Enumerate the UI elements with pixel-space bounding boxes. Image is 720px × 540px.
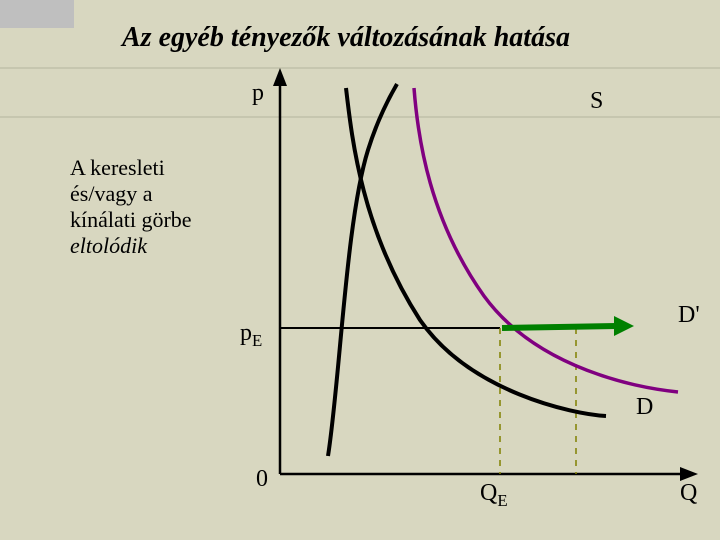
- shift-arrow-shaft: [502, 326, 616, 328]
- sidebar-text: A keresletiés/vagy akínálati görbeeltoló…: [70, 155, 192, 259]
- slide-title: Az egyéb tényezők változásának hatása: [122, 22, 570, 54]
- label-origin: 0: [256, 466, 268, 493]
- label-Q: Q: [680, 480, 697, 507]
- label-supply: S: [590, 88, 603, 115]
- diagram-svg: [0, 0, 720, 540]
- shift-arrow-head: [614, 316, 634, 336]
- label-p: p: [252, 80, 264, 107]
- x-axis-arrowhead: [680, 467, 698, 481]
- label-pE: pE: [240, 320, 262, 351]
- demand-curve-shifted: [414, 88, 678, 392]
- label-QE: QE: [480, 480, 508, 511]
- axes: [273, 68, 698, 481]
- supply-curve: [328, 84, 397, 456]
- label-demand: D: [636, 394, 653, 421]
- corner-decor: [0, 0, 74, 28]
- y-axis-arrowhead: [273, 68, 287, 86]
- label-d-prime: D': [678, 302, 700, 329]
- demand-curve: [346, 88, 606, 416]
- slide: Az egyéb tényezők változásának hatása A …: [0, 0, 720, 540]
